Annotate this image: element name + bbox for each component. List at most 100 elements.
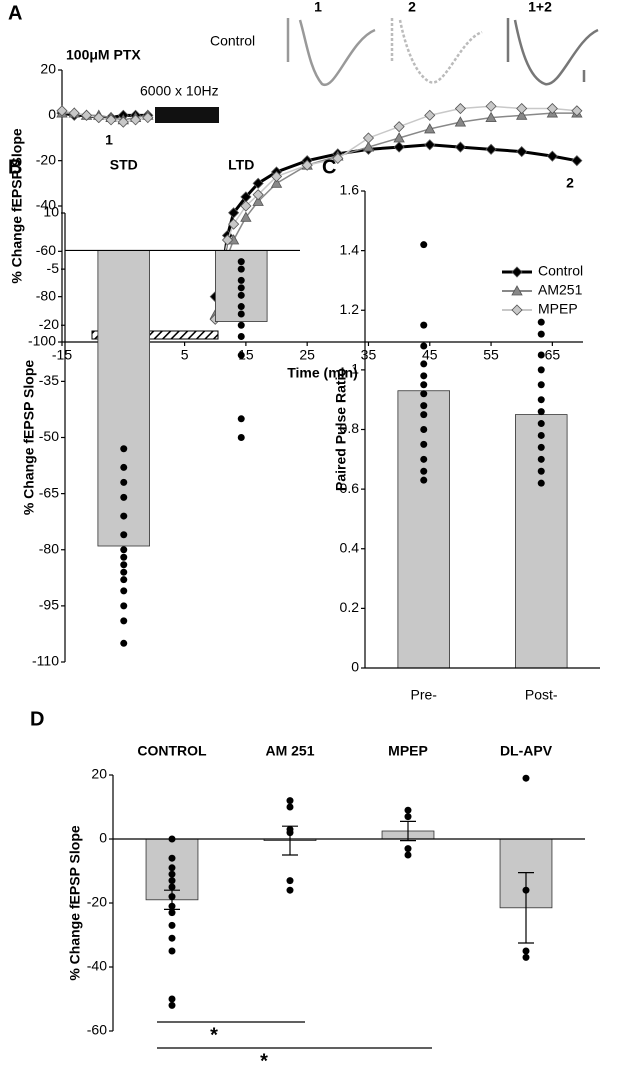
data-point: [120, 512, 128, 520]
marker: [424, 123, 436, 134]
y-tick-label: 1.6: [340, 182, 360, 198]
data-point: [420, 381, 428, 389]
marker: [240, 211, 252, 222]
marker: [454, 102, 466, 115]
y-tick-label: -40: [87, 958, 107, 974]
y-tick-label: 1.2: [340, 301, 360, 317]
data-point: [168, 1001, 176, 1009]
data-point: [286, 877, 294, 885]
data-point: [120, 639, 128, 647]
category-label: CONTROL: [137, 743, 207, 759]
marker: [485, 111, 497, 122]
data-point: [120, 602, 128, 610]
trace: [390, 18, 483, 84]
y-tick-label: -60: [87, 1022, 107, 1038]
bar: [515, 414, 568, 669]
data-point: [420, 241, 428, 249]
marker: [546, 102, 558, 115]
data-point: [237, 258, 245, 266]
data-point: [237, 303, 245, 311]
data-point: [237, 291, 245, 299]
x-axis-label: Time (min): [287, 365, 358, 381]
time-point-label: 1: [105, 132, 113, 148]
y-axis-label: % Change fEPSP Slope: [21, 360, 37, 516]
marker: [511, 285, 523, 296]
marker: [80, 109, 93, 121]
data-point: [168, 883, 176, 891]
y-tick-label: -60: [36, 242, 56, 258]
panel-label: D: [30, 708, 44, 730]
bar: [97, 250, 151, 547]
y-tick-label: 0.6: [340, 480, 360, 496]
data-point: [537, 351, 545, 359]
panel-label: B: [8, 156, 22, 178]
y-tick-label: -20: [87, 894, 107, 910]
legend-label: Control: [538, 263, 583, 279]
legend-label: MPEP: [538, 301, 578, 317]
data-point: [120, 493, 128, 501]
y-tick-label: -110: [32, 653, 59, 669]
data-point: [522, 947, 530, 955]
marker: [393, 132, 405, 143]
data-point: [168, 934, 176, 942]
data-point: [537, 443, 545, 451]
x-tick-label: 5: [181, 347, 189, 363]
data-point: [286, 797, 294, 805]
marker: [393, 121, 405, 133]
y-tick-label: 0: [99, 830, 107, 846]
marker: [228, 207, 240, 219]
data-point: [420, 372, 428, 380]
y-tick-label: -80: [36, 287, 56, 303]
data-point: [537, 455, 545, 463]
data-point: [420, 360, 428, 368]
data-point: [537, 467, 545, 475]
y-axis-label: % Change fEPSP Slope: [9, 128, 25, 284]
x-tick-label: 45: [422, 347, 438, 363]
data-point: [168, 864, 176, 872]
data-point: [168, 995, 176, 1003]
significance-star: *: [210, 1024, 218, 1046]
data-point: [168, 870, 176, 878]
data-point: [237, 276, 245, 284]
category-label: Post-: [525, 687, 558, 703]
y-tick-label: -80: [39, 540, 59, 556]
marker: [332, 152, 344, 164]
marker: [270, 170, 283, 183]
data-point: [168, 909, 176, 917]
data-point: [537, 381, 545, 389]
data-point: [168, 902, 176, 910]
y-tick-label: 1.4: [340, 241, 360, 257]
y-tick-label: 20: [40, 61, 56, 77]
x-tick-label: -15: [52, 347, 72, 363]
y-tick-label: 1: [351, 361, 359, 377]
category-label: STD: [110, 157, 138, 173]
data-point: [237, 415, 245, 423]
trace-label: 1: [314, 0, 322, 15]
y-tick-label: 0: [48, 106, 56, 122]
data-point: [420, 342, 428, 350]
data-point: [522, 774, 530, 782]
x-tick-label: 35: [361, 347, 377, 363]
data-point: [286, 886, 294, 894]
data-point: [537, 431, 545, 439]
marker: [393, 141, 405, 153]
marker: [252, 195, 264, 206]
marker: [56, 105, 68, 117]
data-point: [537, 479, 545, 487]
marker: [142, 112, 154, 124]
y-tick-label: 0.4: [340, 539, 360, 555]
marker: [240, 200, 252, 212]
data-point: [537, 420, 545, 428]
marker: [362, 141, 375, 152]
y-tick-label: 0.2: [340, 599, 360, 615]
marker: [571, 105, 583, 117]
legend-label: AM251: [538, 282, 583, 298]
marker: [362, 132, 375, 144]
y-tick-label: -100: [28, 333, 56, 349]
data-point: [120, 561, 128, 569]
trace: [286, 18, 376, 86]
data-point: [420, 321, 428, 329]
y-tick-label: -20: [39, 316, 59, 332]
x-tick-label: 15: [238, 347, 254, 363]
